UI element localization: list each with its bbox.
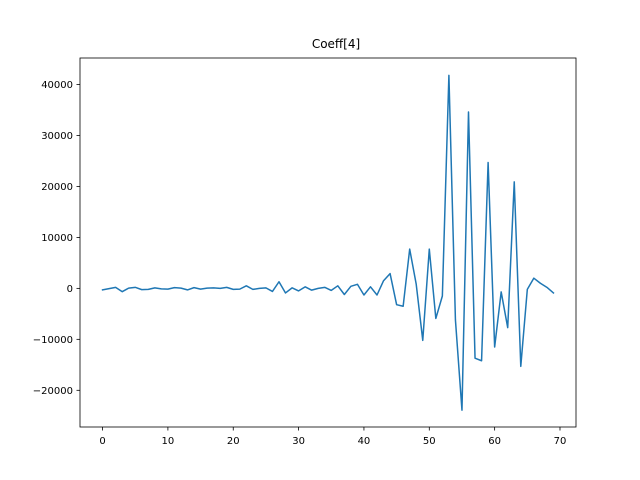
y-axis: −20000 −10000 0 10000 20000 30000 40000 [33, 80, 80, 397]
x-tick-label: 70 [554, 436, 567, 447]
x-axis: 0 10 20 30 40 50 60 70 [99, 427, 566, 447]
x-tick-label: 40 [358, 436, 371, 447]
x-tick-label: 0 [99, 436, 105, 447]
y-tick-label: 20000 [41, 182, 73, 193]
series-line [101, 74, 555, 411]
x-tick-label: 10 [162, 436, 175, 447]
x-tick-label: 20 [227, 436, 240, 447]
y-tick-label: −20000 [33, 386, 73, 397]
chart-title: Coeff[4] [312, 37, 360, 51]
y-tick-label: 0 [67, 284, 73, 295]
y-tick-label: 40000 [41, 80, 73, 91]
y-tick-label: −10000 [33, 335, 73, 346]
x-tick-label: 50 [423, 436, 436, 447]
plot-frame [79, 57, 577, 428]
y-tick-label: 30000 [41, 131, 73, 142]
y-tick-label: 10000 [41, 233, 73, 244]
x-tick-label: 30 [292, 436, 305, 447]
x-tick-label: 60 [488, 436, 501, 447]
